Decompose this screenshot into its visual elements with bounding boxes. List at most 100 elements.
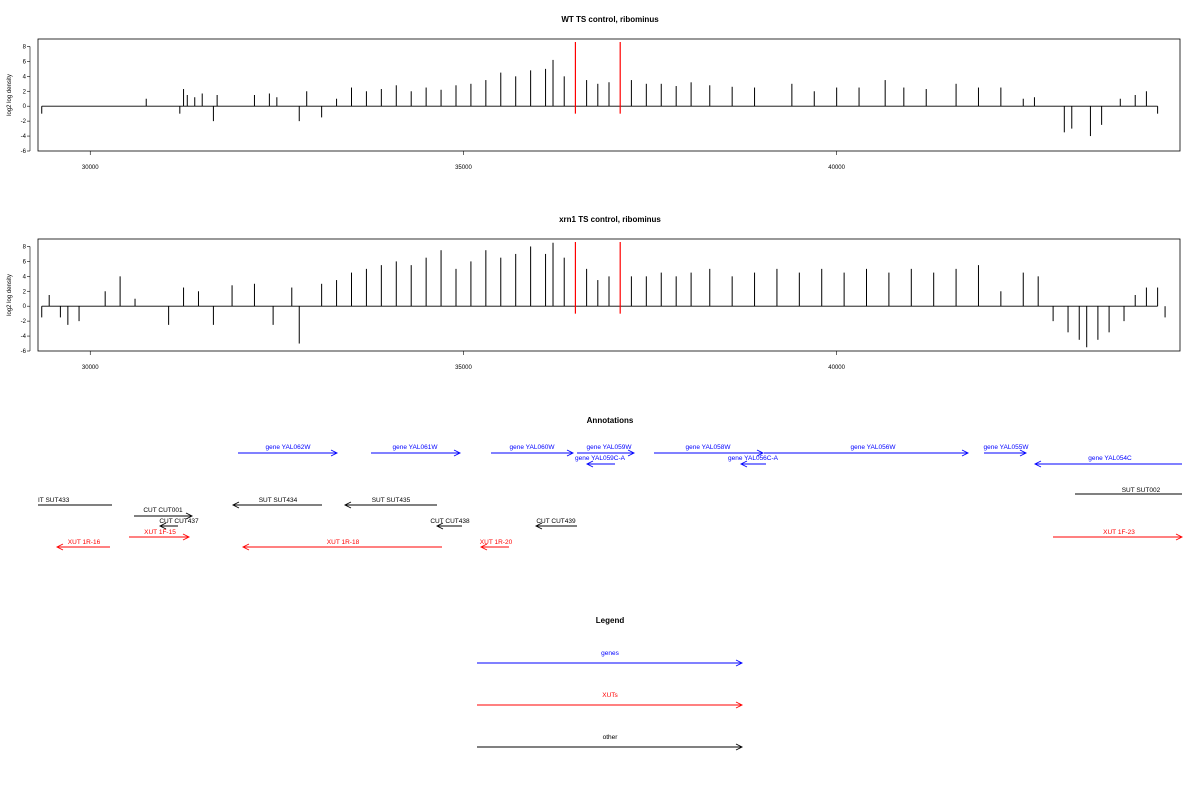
marker-lines	[574, 242, 621, 314]
annotation-feature: gene YAL056W	[764, 444, 970, 457]
feature-label: XUT 1F-23	[1103, 529, 1135, 536]
legend-label: XUTs	[602, 692, 618, 699]
chart-title: xrn1 TS control, ribominus	[559, 215, 661, 224]
arrow-head-icon	[1033, 460, 1042, 468]
arrow-head-icon	[1019, 449, 1028, 457]
feature-label: XUT 1R-16	[68, 539, 101, 546]
annotation-feature: gene YAL056C-A	[728, 455, 779, 468]
x-tick-label: 30000	[82, 165, 99, 171]
arrow-head-icon	[158, 522, 167, 530]
arrow-head-icon	[343, 501, 352, 509]
y-tick-label: -2	[21, 119, 27, 125]
arrow-head-icon	[435, 522, 444, 530]
feature-label: CUT CUT438	[430, 518, 470, 525]
feature-label: SUT SUT434	[259, 497, 298, 504]
annotation-feature: gene YAL059W	[577, 444, 636, 457]
annotation-feature: SUT SUT435	[343, 497, 437, 509]
arrow-head-icon	[231, 501, 240, 509]
y-axis: -6 -4 -2 0 2 4 6 8	[21, 244, 31, 355]
legend-item: other	[477, 734, 744, 751]
feature-label: CUT CUT001	[143, 507, 183, 514]
feature-label: SUT SUT435	[372, 497, 411, 504]
annotation-feature: gene YAL054C	[1033, 455, 1182, 468]
x-tick-label: 40000	[828, 365, 845, 371]
annotation-feature: gene YAL061W	[371, 444, 462, 457]
annotation-feature: XUT 1F-15	[129, 529, 191, 541]
x-axis: 30000 35000 40000	[82, 351, 846, 371]
arrow-head-icon	[1175, 533, 1184, 541]
annotation-feature: XUT 1R-16	[55, 539, 110, 551]
y-tick-label: 0	[23, 104, 27, 110]
y-tick-label: -6	[21, 349, 27, 355]
annotation-feature: gene YAL058W	[654, 444, 765, 457]
panel-xrn1: xrn1 TS control, ribominus log2 log dens…	[7, 215, 1181, 371]
y-tick-label: 0	[23, 304, 27, 310]
feature-label: gene YAL060W	[510, 444, 556, 451]
annotation-feature: IT SUT433	[38, 497, 112, 506]
arrow-head-icon	[453, 449, 462, 457]
legend-items: genes XUTs other	[477, 650, 744, 751]
y-tick-label: 4	[23, 274, 27, 280]
feature-label: SUT SUT002	[1122, 487, 1161, 494]
feature-label: CUT CUT439	[536, 518, 576, 525]
legend-title: Legend	[596, 616, 625, 625]
arrow-head-icon	[330, 449, 339, 457]
arrow-head-icon	[534, 522, 543, 530]
annotation-feature: gene YAL055W	[984, 444, 1030, 457]
y-tick-label: 8	[23, 44, 27, 50]
annotations-panel: Annotations gene YAL062W gene YAL061W gene…	[38, 416, 1184, 551]
feature-label: IT SUT433	[38, 497, 70, 504]
bar-series	[41, 242, 1166, 348]
panel-wt: WT TS control, ribominus log2 log densit…	[7, 15, 1181, 171]
arrow-head-icon	[185, 512, 194, 520]
annotation-feature: XUT 1R-20	[479, 539, 513, 551]
y-tick-label: 4	[23, 74, 27, 80]
feature-label: CUT CUT437	[159, 518, 199, 525]
feature-label: gene YAL056W	[851, 444, 897, 451]
x-tick-label: 30000	[82, 365, 99, 371]
arrow-head-icon	[182, 533, 191, 541]
x-tick-label: 35000	[455, 365, 472, 371]
y-tick-label: -6	[21, 149, 27, 155]
arrow-head-icon	[739, 460, 748, 468]
plot-frame	[37, 238, 1181, 352]
y-tick-label: -2	[21, 319, 27, 325]
annotation-feature: CUT CUT438	[430, 518, 470, 530]
y-tick-label: -4	[21, 334, 27, 340]
y-axis-label: log2 log density	[7, 74, 13, 116]
arrow-head-icon	[479, 543, 488, 551]
annotations-title: Annotations	[587, 416, 634, 425]
annotation-feature: CUT CUT001	[134, 507, 194, 520]
annotation-feature: gene YAL059C-A	[575, 455, 626, 468]
feature-label: XUT 1R-18	[327, 539, 360, 546]
feature-label: XUT 1R-20	[480, 539, 513, 546]
arrow-head-icon	[585, 460, 594, 468]
legend-label: other	[603, 734, 619, 741]
legend: Legend genes XUTs other	[477, 616, 744, 751]
feature-label: gene YAL055W	[984, 444, 1030, 451]
x-axis: 30000 35000 40000	[82, 151, 846, 171]
arrow-head-icon	[566, 449, 575, 457]
y-axis-label: log2 log density	[7, 274, 13, 316]
feature-label: gene YAL056C-A	[728, 455, 779, 462]
x-tick-label: 35000	[455, 165, 472, 171]
legend-item: genes	[477, 650, 744, 667]
feature-label: gene YAL059C-A	[575, 455, 626, 462]
arrow-head-icon	[756, 449, 765, 457]
x-tick-label: 40000	[828, 165, 845, 171]
annotation-feature: CUT CUT439	[534, 518, 577, 530]
feature-label: gene YAL061W	[393, 444, 439, 451]
legend-item: XUTs	[477, 692, 744, 709]
feature-label: gene YAL059W	[587, 444, 633, 451]
arrow-head-icon	[241, 543, 250, 551]
arrow-head-icon	[735, 659, 744, 667]
y-tick-label: 6	[23, 59, 27, 65]
feature-label: XUT 1F-15	[144, 529, 176, 536]
arrow-head-icon	[627, 449, 636, 457]
annotation-feature: CUT CUT437	[158, 518, 199, 530]
annotation-feature: XUT 1F-23	[1053, 529, 1184, 541]
plot-frame	[37, 38, 1181, 152]
y-tick-label: 2	[23, 89, 27, 95]
arrow-head-icon	[735, 701, 744, 709]
